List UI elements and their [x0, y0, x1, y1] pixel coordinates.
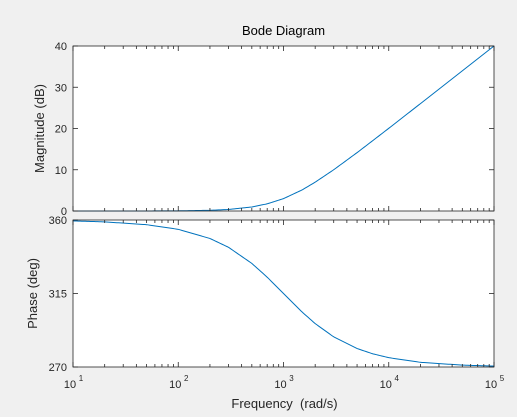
x-tick-label: 10 — [169, 379, 181, 391]
x-tick-label-exponent: 1 — [79, 374, 84, 383]
phase-series-line — [72, 220, 495, 367]
phase-y-axis-label: Phase (deg) — [25, 258, 40, 329]
magnitude-y-tick-label: 0 — [61, 206, 67, 218]
x-tick-label-exponent: 5 — [500, 374, 505, 383]
magnitude-y-tick-label: 10 — [55, 165, 67, 177]
x-tick-label: 10 — [485, 379, 497, 391]
magnitude-y-axis-label: Magnitude (dB) — [32, 84, 47, 173]
magnitude-y-tick-label: 20 — [55, 124, 67, 136]
magnitude-y-tick-label: 40 — [55, 41, 67, 53]
chart-title: Bode Diagram — [242, 23, 325, 38]
x-axis-label: Frequency (rad/s) — [231, 396, 337, 411]
phase-y-tick-label: 360 — [49, 215, 67, 227]
x-tick-label: 10 — [64, 379, 76, 391]
x-tick-label: 10 — [274, 379, 286, 391]
x-tick-label: 10 — [380, 379, 392, 391]
phase-y-tick-label: 270 — [49, 362, 67, 374]
magnitude-y-tick-label: 30 — [55, 82, 67, 94]
x-tick-label-exponent: 3 — [289, 374, 294, 383]
x-tick-label-exponent: 4 — [395, 374, 400, 383]
magnitude-axes-background — [73, 46, 494, 211]
phase-y-tick-label: 315 — [49, 289, 67, 301]
magnitude-axes-group: 0 10 20 30 40 Magnitude (dB) Bode Diagram — [32, 23, 495, 218]
x-tick-label-exponent: 2 — [184, 374, 189, 383]
